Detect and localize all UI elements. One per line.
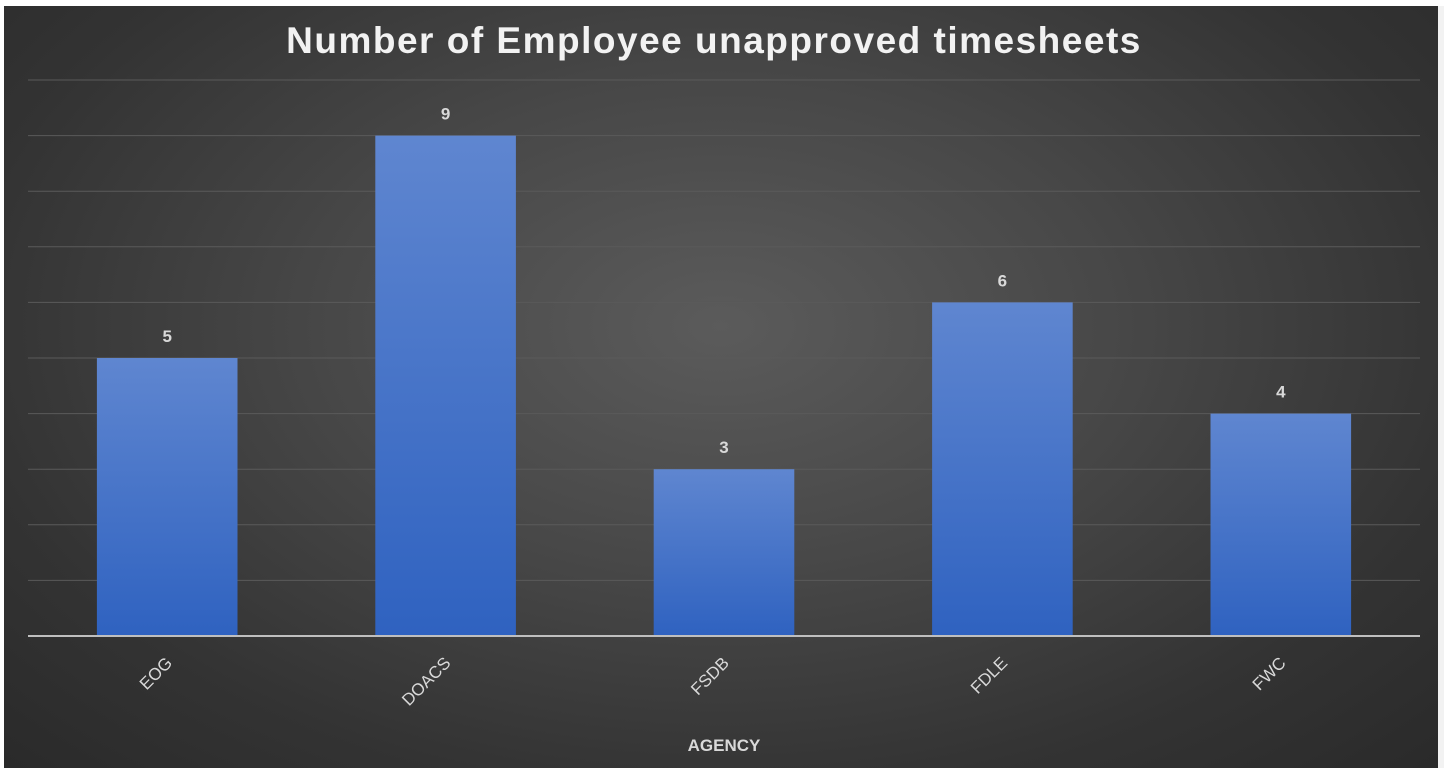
bar-doacs: [375, 135, 516, 636]
chart-title: Number of Employee unapproved timesheets: [286, 20, 1142, 61]
gridlines: [28, 79, 1420, 581]
bar-fdle: [932, 302, 1073, 636]
data-label-doacs: 9: [441, 105, 450, 124]
data-label-fdle: 6: [998, 271, 1007, 290]
data-label-eog: 5: [162, 327, 171, 346]
bar-eog: [96, 358, 238, 636]
x-tick-labels: EOG DOACS FSDB FDLE FWC: [136, 653, 1290, 709]
x-tick-label-eog: EOG: [136, 653, 176, 693]
x-tick-label-fsdb: FSDB: [687, 653, 732, 698]
x-axis-title: AGENCY: [688, 736, 761, 755]
x-tick-label-doacs: DOACS: [398, 653, 454, 709]
bars: [96, 135, 1352, 636]
chart-area: Number of Employee unapproved timesheets: [4, 6, 1444, 768]
bar-fwc: [1210, 413, 1352, 636]
x-tick-label-fdle: FDLE: [967, 653, 1011, 697]
data-labels: 5 9 3 6 4: [162, 105, 1286, 458]
data-label-fsdb: 3: [719, 438, 728, 457]
bar-fsdb: [653, 469, 795, 636]
data-label-fwc: 4: [1276, 383, 1286, 402]
x-tick-label-fwc: FWC: [1249, 653, 1290, 694]
